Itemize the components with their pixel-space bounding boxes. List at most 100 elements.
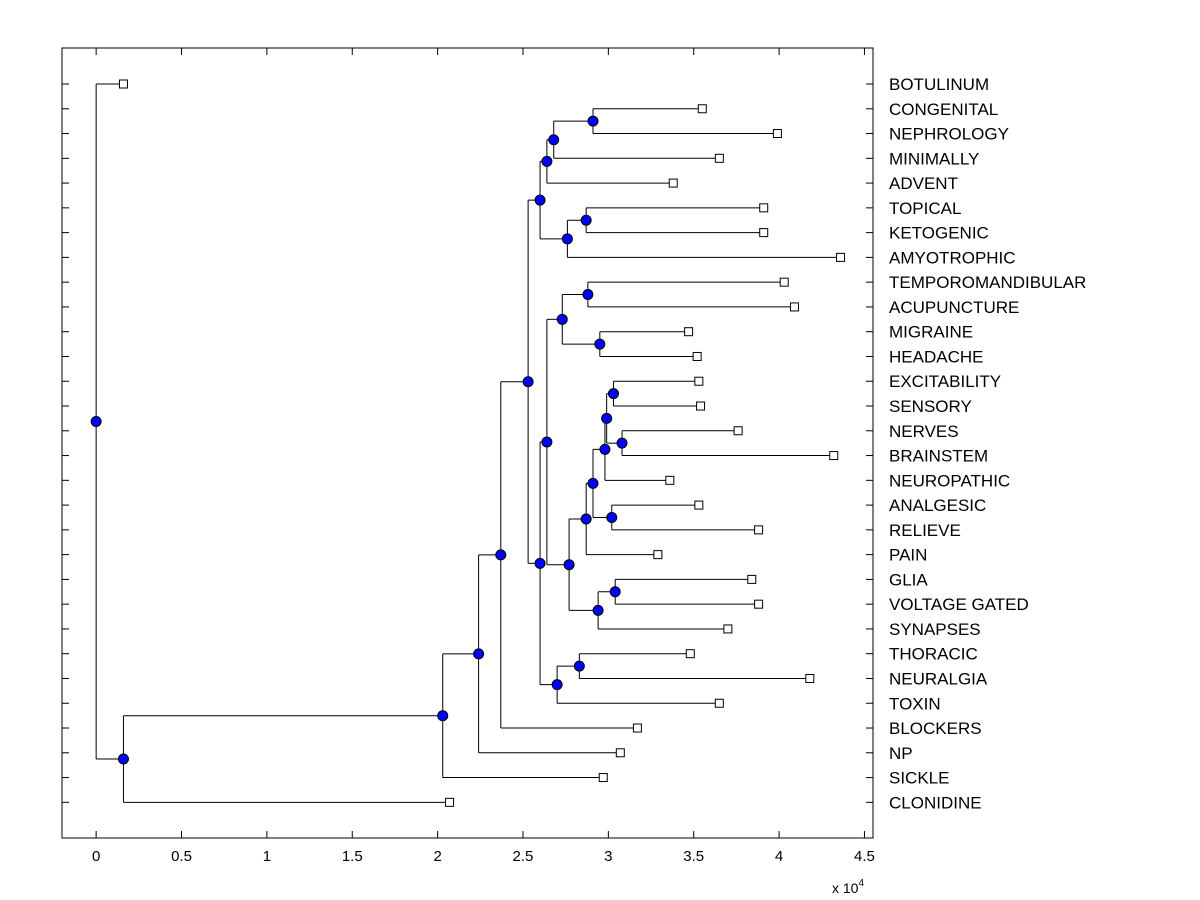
leaf-label: VOLTAGE GATED	[889, 595, 1029, 614]
leaf-label: EXCITABILITY	[889, 372, 1001, 391]
leaf-label: THORACIC	[889, 645, 978, 664]
leaf-label: BRAINSTEM	[889, 447, 988, 466]
cluster-node	[548, 134, 560, 146]
leaf-marker	[759, 228, 769, 238]
x-tick-label: 1	[263, 848, 271, 865]
cluster-node	[541, 436, 553, 448]
cluster-node	[561, 233, 573, 245]
leaf-marker	[692, 351, 702, 361]
leaf-marker	[615, 748, 625, 758]
leaf-label: NERVES	[889, 422, 959, 441]
cluster-node	[495, 549, 507, 561]
leaf-marker	[684, 327, 694, 337]
leaf-marker	[836, 252, 846, 262]
leaf-label: GLIA	[889, 570, 928, 589]
leaf-label: ADVENT	[889, 174, 958, 193]
cluster-node	[551, 679, 563, 691]
cluster-node	[556, 313, 568, 325]
leaf-marker	[598, 773, 608, 783]
leaf-label: SYNAPSES	[889, 620, 981, 639]
cluster-node	[580, 214, 592, 226]
leaf-marker	[685, 649, 695, 659]
node-markers	[90, 115, 628, 765]
leaf-label: MIGRAINE	[889, 323, 973, 342]
leaf-marker	[668, 178, 678, 188]
leaf-label: NEUROPATHIC	[889, 471, 1010, 490]
cluster-node	[592, 604, 604, 616]
x-tick-label: 0.5	[171, 848, 192, 865]
leaf-label: CONGENITAL	[889, 100, 998, 119]
y-ticks	[62, 83, 873, 803]
x-tick-label: 3.5	[683, 848, 704, 865]
x-tick-label: 4.5	[854, 848, 875, 865]
leaf-markers	[118, 79, 846, 807]
leaf-marker	[805, 673, 815, 683]
cluster-node	[594, 338, 606, 350]
leaf-label: SENSORY	[889, 397, 972, 416]
leaf-label: KETOGENIC	[889, 224, 989, 243]
leaf-label: NEURALGIA	[889, 669, 988, 688]
cluster-node	[117, 753, 129, 765]
cluster-node	[616, 437, 628, 449]
leaf-label: AMYOTROPHIC	[889, 248, 1016, 267]
leaf-marker	[696, 401, 706, 411]
cluster-node	[541, 155, 553, 167]
leaf-label: MINIMALLY	[889, 149, 979, 168]
leaf-label: TEMPOROMANDIBULAR	[889, 273, 1086, 292]
leaf-marker	[759, 203, 769, 213]
cluster-node	[473, 648, 485, 660]
leaf-marker	[445, 797, 455, 807]
leaf-marker	[829, 451, 839, 461]
leaf-label: CLONIDINE	[889, 793, 982, 812]
cluster-node	[522, 376, 534, 388]
cluster-node	[563, 559, 575, 571]
leaf-label: TOPICAL	[889, 199, 961, 218]
cluster-node	[437, 710, 449, 722]
cluster-node	[90, 416, 102, 428]
cluster-node	[534, 194, 546, 206]
leaf-label: NP	[889, 744, 913, 763]
leaf-label: BLOCKERS	[889, 719, 982, 738]
leaf-label: PAIN	[889, 546, 927, 565]
cluster-node	[599, 443, 611, 455]
leaf-label: ACUPUNCTURE	[889, 298, 1019, 317]
leaf-marker	[653, 550, 663, 560]
x-tick-label: 3	[604, 848, 612, 865]
leaf-marker	[754, 525, 764, 535]
x-tick-label: 2	[433, 848, 441, 865]
cluster-node	[573, 660, 585, 672]
x-tick-label: 1.5	[342, 848, 363, 865]
leaf-label: NEPHROLOGY	[889, 125, 1009, 144]
cluster-node	[601, 412, 613, 424]
leaf-label: ANALGESIC	[889, 496, 986, 515]
leaf-labels: BOTULINUM CONGENITAL NEPHROLOGY MINIMALLY AD…	[889, 75, 1086, 812]
cluster-node	[609, 586, 621, 598]
cluster-node	[606, 511, 618, 523]
leaf-label: HEADACHE	[889, 347, 983, 366]
cluster-node	[607, 388, 619, 400]
x-tick-label: 2.5	[513, 848, 534, 865]
leaf-marker	[665, 475, 675, 485]
leaf-marker	[694, 376, 704, 386]
x-ticks: 0 0.5 1 1.5 2 2.5 3 3.5 4 4.5	[92, 48, 875, 865]
leaf-marker	[694, 500, 704, 510]
x-axis-multiplier-base: x 10	[832, 880, 859, 896]
leaf-marker	[723, 624, 733, 634]
leaf-marker	[632, 723, 642, 733]
leaf-marker	[714, 698, 724, 708]
plot-area	[61, 47, 874, 839]
leaf-marker	[118, 79, 128, 89]
leaf-marker	[789, 302, 799, 312]
leaf-marker	[733, 426, 743, 436]
cluster-node	[534, 557, 546, 569]
cluster-node	[587, 477, 599, 489]
leaf-marker	[754, 599, 764, 609]
x-axis-multiplier-label: x 104	[832, 878, 864, 896]
x-tick-label: 4	[775, 848, 783, 865]
leaf-marker	[772, 129, 782, 139]
leaf-label: SICKLE	[889, 769, 949, 788]
leaf-marker	[697, 104, 707, 114]
leaf-label: RELIEVE	[889, 521, 961, 540]
leaf-marker	[714, 153, 724, 163]
